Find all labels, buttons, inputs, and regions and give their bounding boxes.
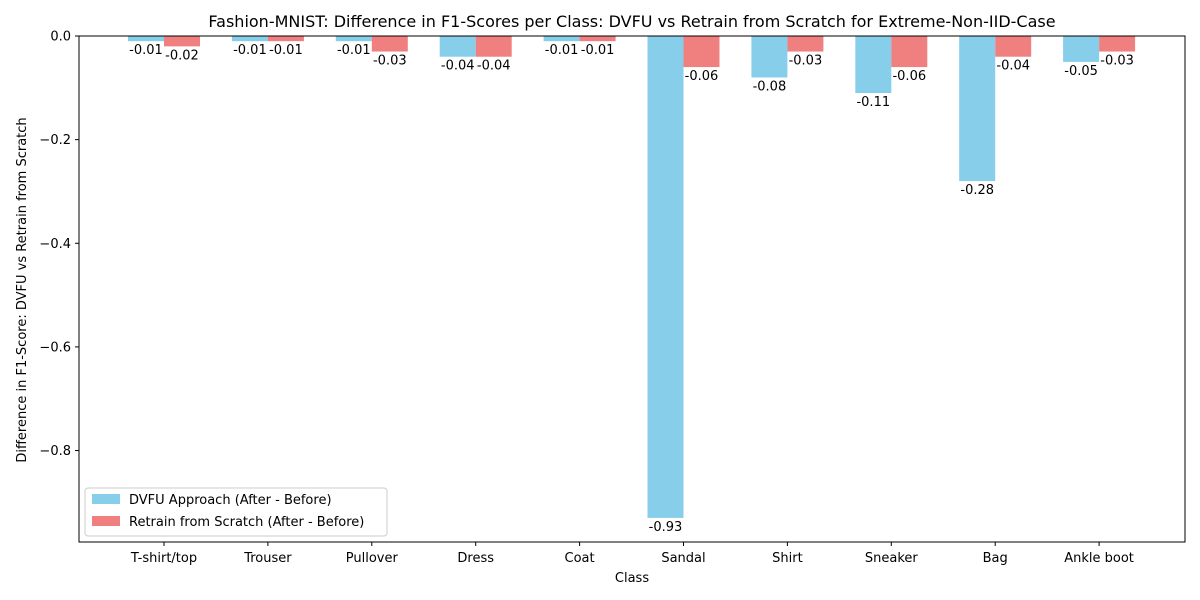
x-tick-label: Trouser [243, 551, 292, 566]
data-label-series-2-4: -0.01 [581, 43, 615, 58]
bar-series-1-4 [543, 36, 580, 42]
bar-series-2-3 [475, 36, 512, 57]
bar-series-1-8 [959, 36, 996, 182]
data-label-series-2-5: -0.06 [685, 69, 719, 84]
data-label-series-1-5: -0.93 [649, 520, 683, 535]
bars-layer [128, 36, 1136, 518]
bar-series-1-2 [335, 36, 372, 42]
bar-series-1-9 [1063, 36, 1100, 62]
data-label-series-1-9: -0.05 [1064, 64, 1098, 79]
x-axis: T-shirt/top Trouser Pullover Dress Coat Sanda… [130, 542, 1134, 566]
data-label-series-1-8: -0.28 [960, 183, 994, 198]
x-axis-title: Class [615, 571, 649, 586]
data-label-series-1-7: -0.11 [856, 95, 890, 110]
x-tick-label: T-shirt/top [130, 551, 197, 566]
data-label-series-2-8: -0.04 [996, 59, 1030, 74]
bar-series-1-1 [231, 36, 268, 42]
y-axis: 0.0 −0.2 −0.4 −0.6 −0.8 [39, 30, 79, 459]
data-label-series-2-1: -0.01 [269, 43, 303, 58]
legend-box [84, 487, 388, 537]
x-tick-label: Ankle boot [1064, 551, 1134, 566]
bar-series-1-7 [855, 36, 892, 93]
chart-title: Fashion-MNIST: Difference in F1-Scores p… [208, 12, 1055, 31]
x-tick-label: Sneaker [865, 551, 919, 566]
data-label-series-1-3: -0.04 [441, 59, 475, 74]
bar-series-1-6 [751, 36, 788, 78]
x-tick-label: Bag [983, 551, 1008, 566]
x-tick-label: Coat [565, 551, 595, 566]
data-label-series-1-2: -0.01 [337, 43, 371, 58]
y-tick-label: −0.8 [39, 444, 71, 459]
data-label-series-2-6: -0.03 [789, 54, 823, 69]
y-axis-title: Difference in F1-Score: DVFU vs Retrain … [15, 117, 30, 462]
bar-series-2-9 [1099, 36, 1136, 52]
bar-series-2-4 [579, 36, 616, 42]
bar-series-2-7 [891, 36, 928, 68]
bar-series-2-1 [267, 36, 304, 42]
y-tick-label: 0.0 [50, 30, 71, 45]
x-tick-label: Pullover [346, 551, 399, 566]
y-tick-label: −0.2 [39, 133, 71, 148]
x-tick-label: Dress [457, 551, 494, 566]
y-tick-label: −0.4 [39, 237, 71, 252]
data-label-series-1-0: -0.01 [129, 43, 163, 58]
data-labels-layer: -0.01 -0.01 -0.01-0.04-0.01-0.93-0.08-0.11… [129, 43, 1134, 535]
data-label-series-1-6: -0.08 [753, 79, 787, 94]
y-tick-label: −0.6 [39, 340, 71, 355]
bar-series-1-3 [439, 36, 476, 57]
data-label-series-2-9: -0.03 [1100, 54, 1134, 69]
data-label-series-1-1: -0.01 [233, 43, 267, 58]
data-label-series-2-3: -0.04 [477, 59, 511, 74]
legend-swatch-1 [92, 494, 120, 504]
bar-series-2-5 [683, 36, 720, 68]
x-tick-label: Sandal [661, 551, 705, 566]
legend-label-2: Retrain from Scratch (After - Before) [129, 515, 364, 530]
data-label-series-2-0: -0.02 [165, 48, 199, 63]
data-label-series-2-7: -0.06 [892, 69, 926, 84]
bar-series-1-0 [128, 36, 164, 42]
legend-swatch-2 [92, 516, 120, 526]
data-label-series-1-4: -0.01 [545, 43, 579, 58]
x-tick-label: Shirt [772, 551, 803, 566]
legend: DVFU Approach (After - Before) Retrain fr… [84, 487, 388, 537]
bar-series-2-0 [164, 36, 200, 47]
bar-series-1-5 [647, 36, 684, 518]
legend-label-1: DVFU Approach (After - Before) [129, 493, 332, 508]
plot-frame [78, 35, 1186, 543]
bar-series-2-6 [787, 36, 824, 52]
data-label-series-2-2: -0.03 [373, 54, 407, 69]
bar-series-2-2 [371, 36, 408, 52]
bar-series-2-8 [995, 36, 1032, 57]
